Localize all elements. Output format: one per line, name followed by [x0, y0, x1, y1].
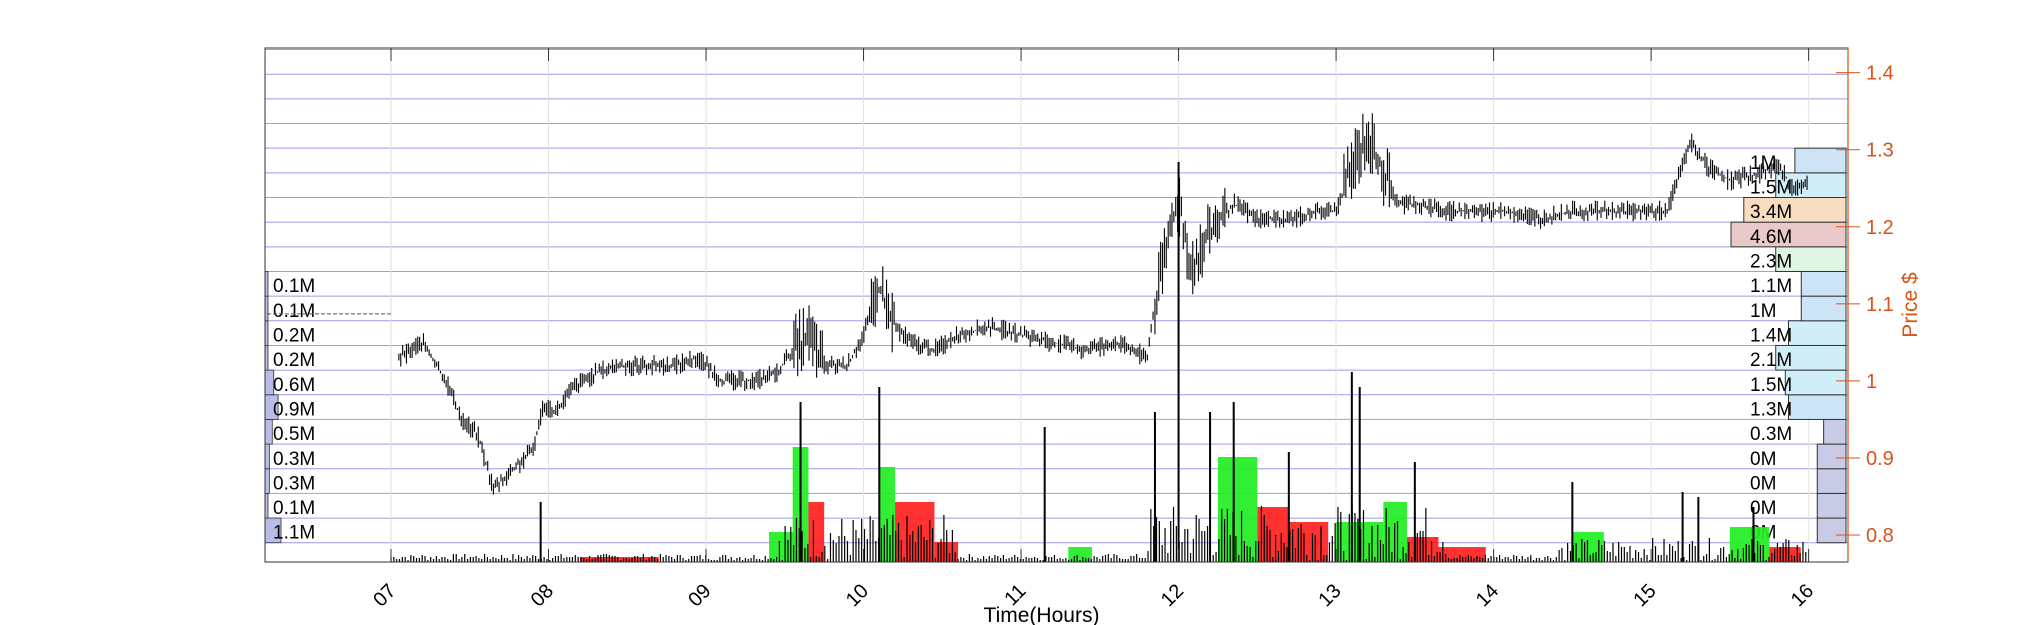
y-tick-label: 1.3 [1866, 140, 1894, 162]
profile-label-left: 0.2M [273, 350, 315, 371]
profile-label-right: 4.6M [1750, 227, 1792, 248]
profile-label-right: 1.1M [1750, 276, 1792, 297]
profile-bar-right [1800, 295, 1847, 322]
profile-label-right: 3.4M [1750, 202, 1792, 223]
y-axis-title: Price $ [1899, 272, 1922, 338]
volume-bars [390, 162, 1807, 562]
y-tick-label: 1 [1866, 371, 1877, 393]
price-series [267, 113, 1808, 495]
profile-label-right: 0M [1750, 498, 1776, 519]
x-tick-label: 16 [1787, 580, 1818, 611]
profile-label-right: 2.3M [1750, 251, 1792, 272]
axes-frame [264, 47, 1860, 563]
profile-label-right: 0.3M [1750, 424, 1792, 445]
profile-bar-right [1788, 394, 1847, 420]
profile-bar-left [264, 468, 270, 494]
profile-bar-right [1743, 196, 1847, 223]
profile-bar-right [1784, 369, 1847, 396]
y-tick-label: 1.1 [1866, 294, 1894, 316]
x-tick-label: 09 [684, 580, 715, 611]
profile-bar-left [264, 443, 270, 470]
x-tick-label: 07 [369, 580, 400, 611]
profile-bar-right [1816, 443, 1847, 470]
y-tick-label: 0.9 [1866, 448, 1894, 470]
sell-flow-block [580, 557, 659, 562]
profile-label-left: 0.3M [273, 449, 315, 470]
profile-bar-right [1816, 492, 1847, 519]
profile-label-left: 0.1M [273, 301, 315, 322]
sell-flow-block [808, 502, 825, 562]
profile-label-left: 0.3M [273, 473, 315, 494]
profile-label-left: 0.2M [273, 325, 315, 346]
profile-bar-right [1816, 517, 1847, 544]
profile-label-right: 1M [1750, 301, 1776, 322]
axis-labels: 07 08 09 10 11 12 13 14 15 160.80.911.11.21.31.4 [369, 63, 1894, 612]
profile-bar-right [1800, 270, 1847, 297]
profile-bar-right [1816, 468, 1847, 494]
profile-bar-right [1823, 418, 1847, 445]
buy-flow-block [1217, 457, 1258, 562]
volume-profile: 0M0M0M0M0.3M1.3M1.5M2.1M1.4M1M1.1M2.3M4.… [264, 147, 1847, 544]
x-tick-label: 12 [1157, 580, 1188, 611]
y-tick-label: 1.2 [1866, 217, 1894, 239]
sell-flow-block [1769, 547, 1801, 562]
profile-label-left: 0.9M [273, 399, 315, 420]
profile-bar-right [1775, 246, 1847, 272]
profile-bar-right [1730, 221, 1847, 248]
profile-label-left: 0.5M [273, 424, 315, 445]
profile-label-right: 1.5M [1750, 177, 1792, 198]
profile-bar-right [1794, 147, 1847, 174]
x-tick-label: 10 [842, 580, 873, 611]
x-tick-label: 14 [1472, 580, 1503, 611]
profile-label-right: 1.3M [1750, 399, 1792, 420]
profile-label-left: 0.1M [273, 498, 315, 519]
profile-label-right: 1.5M [1750, 375, 1792, 396]
profile-bar-right [1788, 320, 1847, 346]
profile-label-right: 0M [1750, 449, 1776, 470]
profile-bar-right [1775, 172, 1847, 198]
sell-flow-block [1288, 522, 1329, 562]
y-tick-label: 1.4 [1866, 63, 1894, 85]
profile-bar-left [264, 419, 273, 445]
profile-label-right: 0M [1750, 473, 1776, 494]
profile-label-left: 1.1M [273, 523, 315, 544]
profile-bar-right [1775, 344, 1847, 371]
x-tick-label: 08 [527, 580, 558, 611]
profile-label-right: 2.1M [1750, 350, 1792, 371]
profile-label-right: 1M [1750, 153, 1776, 174]
buy-flow-block [879, 467, 896, 562]
y-tick-label: 0.8 [1866, 525, 1894, 547]
profile-label-left: 0.1M [273, 276, 315, 297]
profile-label-left: 0.6M [273, 375, 315, 396]
x-tick-label: 15 [1629, 580, 1660, 611]
x-tick-label: 13 [1314, 580, 1345, 611]
grid [265, 48, 1848, 562]
profile-label-right: 1.4M [1750, 325, 1792, 346]
x-axis-title: Time(Hours) [984, 604, 1100, 625]
